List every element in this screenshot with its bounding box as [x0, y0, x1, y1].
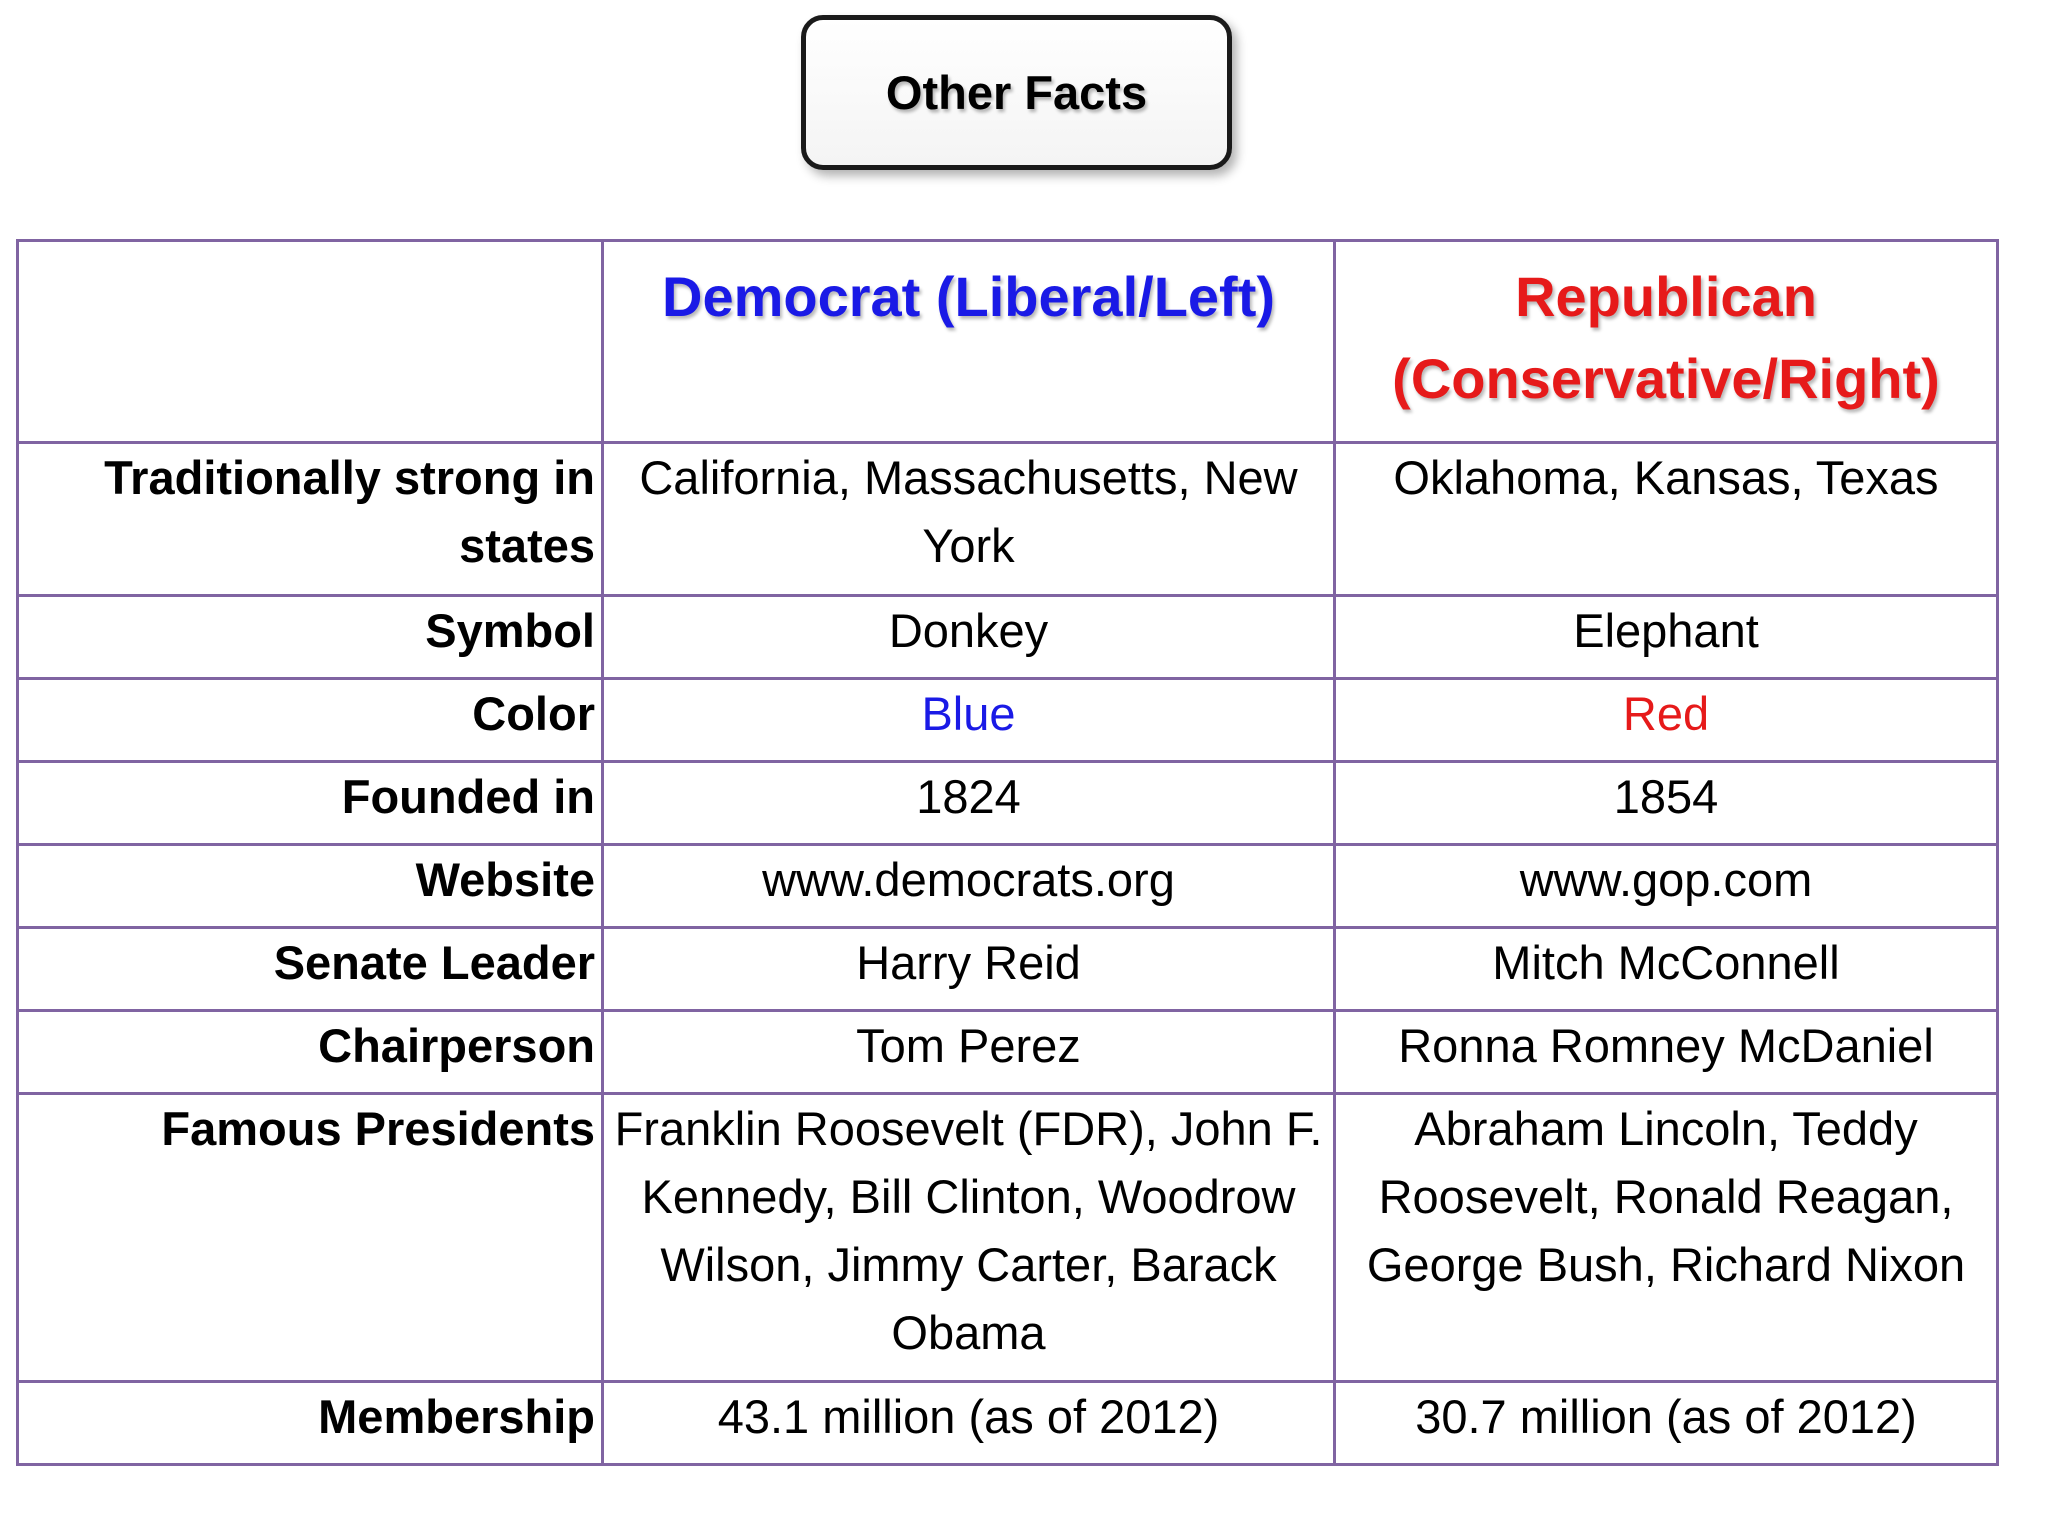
- republican-cell: Ronna Romney McDaniel: [1333, 1009, 1999, 1095]
- row-label: Membership: [16, 1380, 604, 1466]
- republican-cell: Elephant: [1333, 594, 1999, 680]
- row-label: Senate Leader: [16, 926, 604, 1012]
- table-row: Famous Presidents Franklin Roosevelt (FD…: [16, 1092, 1999, 1383]
- page-title: Other Facts: [885, 66, 1148, 119]
- republican-column-header: Republican (Conservative/Right): [1333, 239, 1999, 444]
- democrat-cell: 1824: [601, 760, 1336, 846]
- democrat-cell: Franklin Roosevelt (FDR), John F. Kenned…: [601, 1092, 1336, 1383]
- comparison-table: Democrat (Liberal/Left) Republican (Cons…: [16, 239, 1999, 1466]
- title-box: Other Facts: [801, 15, 1232, 170]
- table-row: Membership 43.1 million (as of 2012) 30.…: [16, 1380, 1999, 1466]
- row-label: Symbol: [16, 594, 604, 680]
- republican-cell: Oklahoma, Kansas, Texas: [1333, 441, 1999, 597]
- republican-cell: Red: [1333, 677, 1999, 763]
- table-row: Website www.democrats.org www.gop.com: [16, 843, 1999, 929]
- democrat-cell: Blue: [601, 677, 1336, 763]
- table-row: Founded in 1824 1854: [16, 760, 1999, 846]
- row-label: Color: [16, 677, 604, 763]
- democrat-cell: Donkey: [601, 594, 1336, 680]
- republican-cell: www.gop.com: [1333, 843, 1999, 929]
- table-row: Senate Leader Harry Reid Mitch McConnell: [16, 926, 1999, 1012]
- row-label: Traditionally strong in states: [16, 441, 604, 597]
- table-row: Color Blue Red: [16, 677, 1999, 763]
- democrat-cell: Harry Reid: [601, 926, 1336, 1012]
- republican-cell: 30.7 million (as of 2012): [1333, 1380, 1999, 1466]
- democrat-cell: California, Massachusetts, New York: [601, 441, 1336, 597]
- table-header-row: Democrat (Liberal/Left) Republican (Cons…: [16, 239, 1999, 444]
- republican-cell: Abraham Lincoln, Teddy Roosevelt, Ronald…: [1333, 1092, 1999, 1383]
- row-label: Website: [16, 843, 604, 929]
- democrat-cell: 43.1 million (as of 2012): [601, 1380, 1336, 1466]
- table-row: Traditionally strong in states Californi…: [16, 441, 1999, 597]
- header-empty-cell: [16, 239, 604, 444]
- democrat-cell: www.democrats.org: [601, 843, 1336, 929]
- table-row: Symbol Donkey Elephant: [16, 594, 1999, 680]
- row-label: Famous Presidents: [16, 1092, 604, 1383]
- table-row: Chairperson Tom Perez Ronna Romney McDan…: [16, 1009, 1999, 1095]
- democrat-column-header: Democrat (Liberal/Left): [601, 239, 1336, 444]
- republican-cell: Mitch McConnell: [1333, 926, 1999, 1012]
- republican-cell: 1854: [1333, 760, 1999, 846]
- row-label: Founded in: [16, 760, 604, 846]
- democrat-cell: Tom Perez: [601, 1009, 1336, 1095]
- row-label: Chairperson: [16, 1009, 604, 1095]
